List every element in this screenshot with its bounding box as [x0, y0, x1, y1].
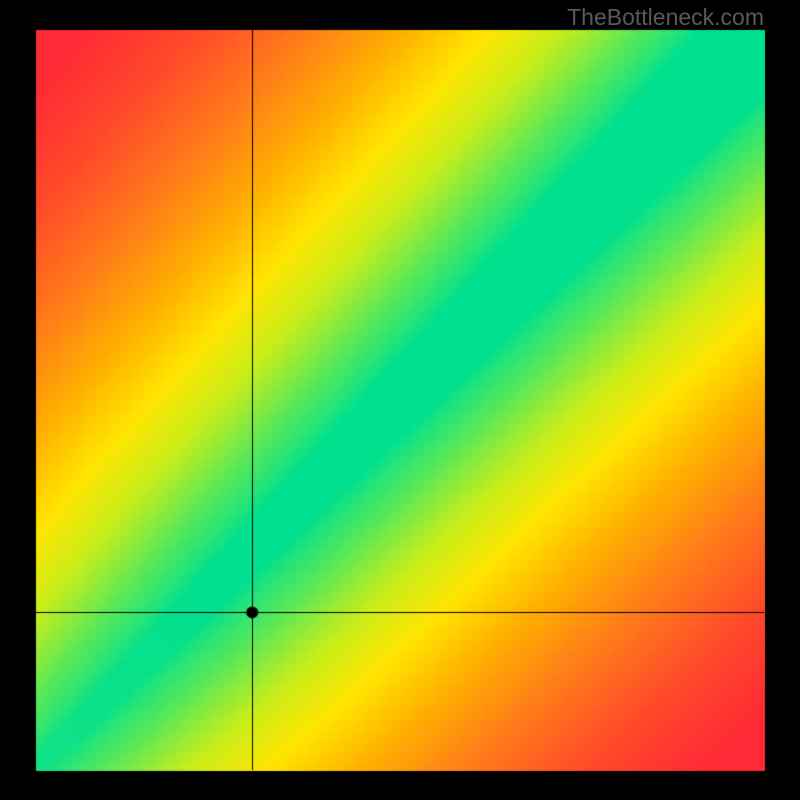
watermark-text: TheBottleneck.com [567, 4, 764, 31]
bottleneck-heatmap-canvas [0, 0, 800, 800]
chart-container: TheBottleneck.com [0, 0, 800, 800]
